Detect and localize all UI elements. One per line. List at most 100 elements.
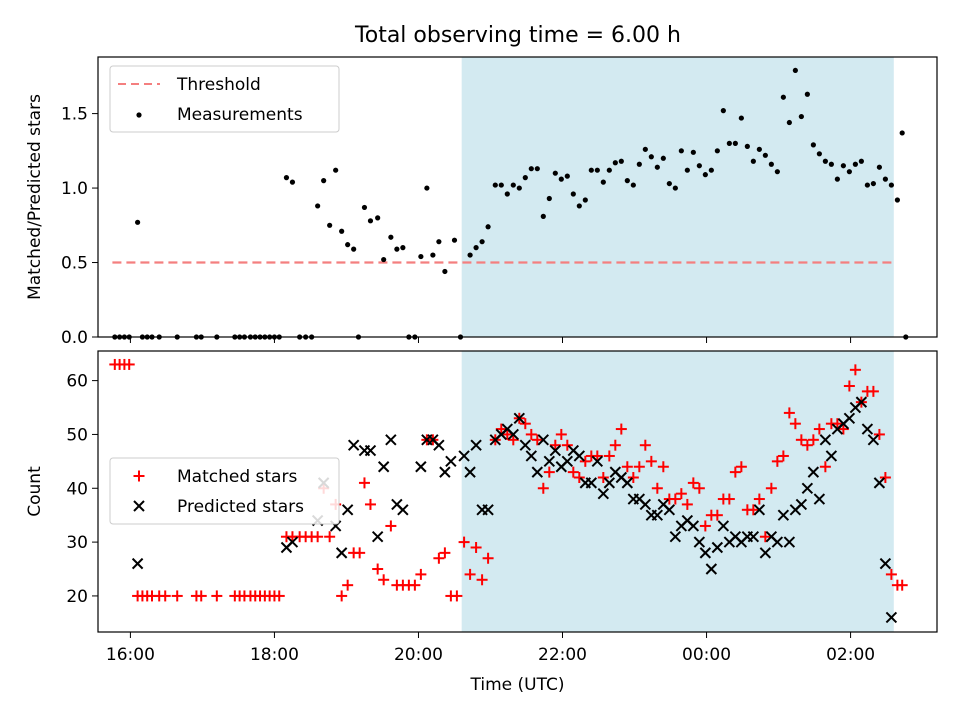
measurement-point (810, 142, 816, 148)
matched-star-point (789, 418, 801, 430)
measurement-point (672, 185, 678, 191)
matched-star-point (753, 493, 765, 505)
matched-star-point (482, 552, 494, 564)
measurement-point (864, 182, 870, 188)
predicted-star-point-stroke (335, 547, 348, 559)
matched-star-point (896, 579, 908, 591)
predicted-star-point-stroke (795, 498, 808, 511)
matched-star-point (543, 466, 555, 478)
matched-star-point (813, 423, 825, 435)
predicted-star-point (879, 557, 892, 570)
bottom-legend: Matched stars Predicted stars (109, 457, 340, 525)
matched-star-point (336, 590, 348, 602)
predicted-star-point-stroke (771, 536, 784, 548)
predicted-star-point (753, 504, 766, 516)
matched-star-point (849, 364, 861, 376)
measurement-point (400, 245, 406, 251)
predicted-star-point-stroke (364, 444, 377, 457)
predicted-star-point (855, 396, 868, 408)
matched-star-point (451, 590, 463, 602)
predicted-star-point (470, 439, 482, 451)
predicted-star-point (621, 477, 634, 489)
predicted-star-point (549, 444, 562, 457)
matched-star-point (597, 472, 609, 484)
predicted-star-point (807, 466, 820, 478)
measurement-point (798, 113, 804, 120)
measurement-point (870, 180, 876, 187)
measurement-point (834, 176, 840, 182)
measurement-point (888, 182, 894, 188)
measurement-point (756, 146, 762, 152)
top-y-tick-label: 1.5 (61, 105, 88, 125)
measurement-point (774, 169, 780, 175)
measurement-point (690, 149, 696, 155)
predicted-star-point-stroke (681, 514, 694, 527)
predicted-star-point (867, 434, 880, 446)
matched-star-point (687, 477, 699, 489)
matched-star-point (159, 590, 171, 602)
predicted-star-point-stroke (371, 531, 384, 543)
predicted-star-point-stroke (699, 547, 712, 559)
predicted-star-point-stroke (347, 439, 360, 451)
predicted-star-point-stroke (385, 434, 397, 446)
predicted-star-point-stroke (525, 450, 538, 462)
matched-star-point (681, 498, 693, 510)
matched-star-point (470, 541, 482, 553)
matched-star-point (837, 423, 849, 435)
predicted-star-point-stroke (615, 471, 628, 484)
bottom-y-tick-label: 30 (66, 533, 88, 553)
predicted-star-point-stroke (759, 547, 772, 559)
predicted-star-point-stroke (439, 466, 451, 478)
matched-star-point (867, 385, 879, 397)
predicted-star-point (873, 477, 886, 489)
measurement-point (702, 172, 708, 178)
matched-star-point (464, 568, 476, 580)
predicted-star-point (439, 466, 451, 478)
predicted-star-point (777, 509, 790, 521)
measurement-point (135, 219, 141, 225)
measurement-point (485, 224, 491, 230)
matched-star-point (621, 461, 633, 473)
predicted-star-point (639, 498, 652, 511)
measurement-point (479, 239, 485, 245)
predicted-star-point (525, 450, 538, 462)
matched-star-point (531, 434, 543, 446)
measurement-point (451, 237, 458, 243)
matched-star-point (537, 482, 549, 494)
matched-star-point (495, 423, 507, 435)
measurement-point (361, 204, 368, 211)
matched-star-point (765, 482, 777, 494)
matched-star-point (519, 418, 531, 430)
measurement-point (570, 191, 576, 197)
matched-star-point (567, 466, 579, 478)
predicted-star-point (335, 547, 348, 559)
predicted-star-point-stroke (621, 477, 634, 489)
predicted-star-point (364, 444, 377, 457)
predicted-star-point-stroke (377, 461, 390, 473)
x-tick-label: 02:00 (826, 645, 875, 665)
measurement-point (283, 175, 290, 181)
predicted-star-point-stroke (813, 493, 826, 505)
measurement-point (786, 119, 792, 126)
predicted-stars-legend-swatch (133, 500, 145, 512)
predicted-star-point (415, 461, 427, 473)
predicted-star-point-stroke (507, 428, 520, 441)
matched-star-point (591, 450, 603, 462)
predicted-star-point-stroke (687, 520, 700, 532)
matched-star-point (324, 531, 336, 543)
measurement-point (522, 175, 528, 181)
measurement-point (424, 185, 430, 191)
predicted-star-point-stroke (669, 531, 682, 543)
matched-star-point (195, 590, 207, 602)
matched-star-point (609, 439, 621, 451)
predicted-star-point-stroke (657, 498, 670, 511)
predicted-star-point-stroke (513, 412, 526, 424)
figure-title: Total observing time = 6.00 h (354, 23, 681, 48)
measurement-point (546, 195, 552, 202)
top-legend: Threshold Measurements (109, 65, 340, 133)
predicted-star-point-stroke (609, 466, 622, 478)
bottom-y-tick-label: 50 (66, 425, 88, 445)
predicted-star-point-stroke (663, 504, 676, 516)
predicted-star-point-stroke (415, 461, 427, 473)
bottom-plot-area (109, 358, 908, 624)
